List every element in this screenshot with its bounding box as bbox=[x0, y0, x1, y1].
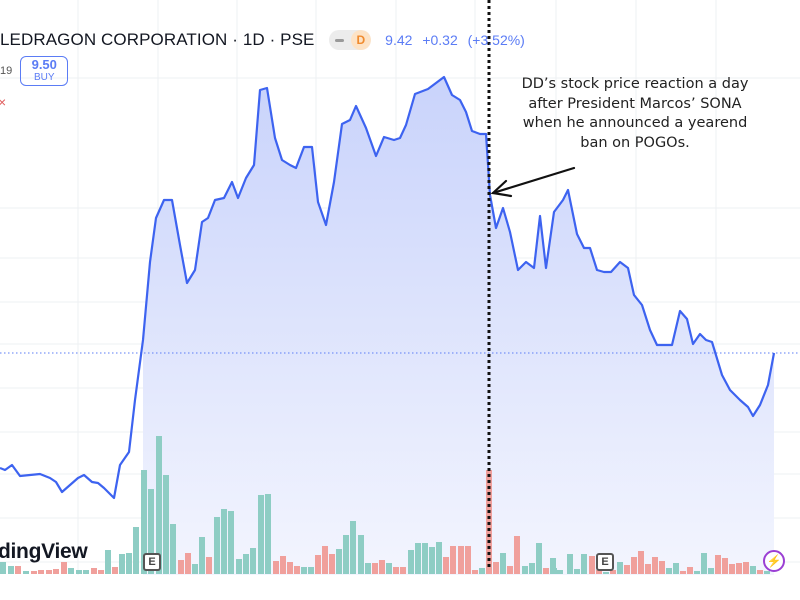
last-price: 9.42 bbox=[385, 32, 413, 48]
volume-bars bbox=[0, 436, 770, 574]
price-change-pct: (+3.52%) bbox=[467, 32, 525, 48]
buy-label: BUY bbox=[33, 72, 55, 83]
earnings-marker[interactable]: E bbox=[143, 553, 161, 571]
sell-price-fragment: 19 bbox=[0, 65, 13, 77]
lightning-icon[interactable]: ⚡ bbox=[763, 550, 785, 572]
symbol-header: LEDRAGON CORPORATION · 1D · PSE D 9.42 +… bbox=[0, 28, 531, 52]
earnings-marker[interactable]: E bbox=[596, 553, 614, 571]
price-change: +0.32 bbox=[422, 32, 458, 48]
market-status-badge[interactable]: D bbox=[328, 30, 372, 50]
trade-row: 19 9.50 BUY bbox=[0, 56, 69, 86]
buy-button[interactable]: 9.50 BUY bbox=[20, 56, 69, 86]
price-line bbox=[0, 75, 776, 500]
buy-price: 9.50 bbox=[31, 57, 57, 72]
delayed-badge: D bbox=[350, 30, 372, 50]
tradingview-logo[interactable]: dingView bbox=[0, 540, 88, 563]
annotation-arrow bbox=[490, 166, 576, 198]
close-icon[interactable]: × bbox=[0, 94, 7, 110]
symbol-title[interactable]: LEDRAGON CORPORATION · 1D · PSE bbox=[0, 30, 315, 49]
minus-icon bbox=[329, 30, 351, 50]
price-info: 9.42 +0.32 (+3.52%) bbox=[385, 32, 531, 48]
annotation-text: DD’s stock price reaction a day after Pr… bbox=[521, 76, 749, 151]
price-area-fill bbox=[143, 77, 774, 575]
